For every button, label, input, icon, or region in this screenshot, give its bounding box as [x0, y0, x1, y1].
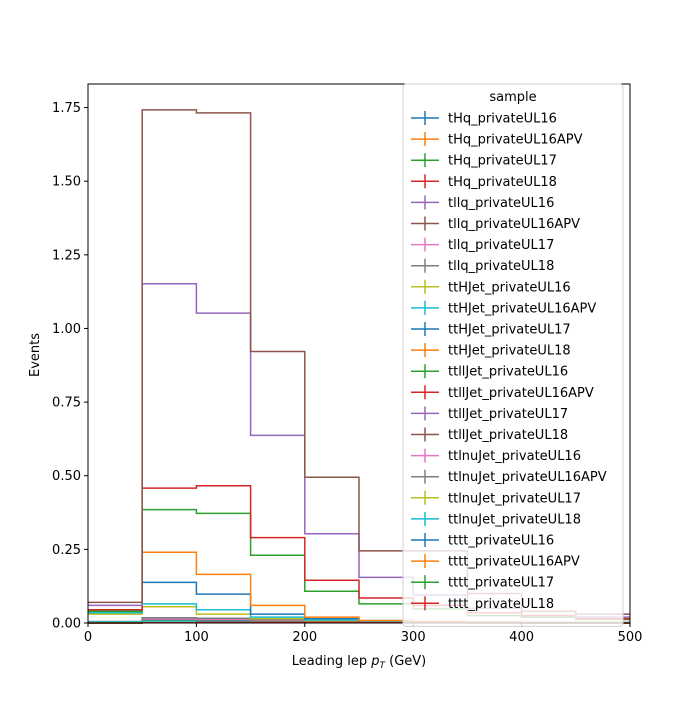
legend-box [402, 83, 624, 627]
legend-item-tllq-privateul18: tllq_privateUL18 [411, 258, 554, 274]
legend-item-ttlljet-privateul16: ttllJet_privateUL16 [411, 364, 568, 380]
legend-label: ttlnuJet_privateUL16APV [448, 470, 607, 485]
legend-label: ttllJet_privateUL18 [448, 428, 568, 443]
legend-label: tttt_privateUL17 [448, 576, 554, 591]
legend-label: tHq_privateUL17 [448, 154, 557, 169]
legend-item-ttlljet-privateul17: ttllJet_privateUL17 [411, 406, 568, 422]
y-tick-label: 0.75 [52, 396, 81, 411]
legend-item-thq-privateul16: tHq_privateUL16 [411, 111, 557, 127]
legend-label: ttllJet_privateUL17 [448, 407, 568, 422]
legend-item-thq-privateul17: tHq_privateUL17 [411, 153, 557, 169]
legend-item-tthjet-privateul17: ttHJet_privateUL17 [411, 322, 571, 338]
x-tick-label: 0 [84, 630, 92, 645]
legend-item-tllq-privateul16: tllq_privateUL16 [411, 195, 554, 211]
legend-item-tttt-privateul16apv: tttt_privateUL16APV [411, 554, 580, 570]
y-tick-label: 0.25 [52, 543, 81, 558]
legend-item-ttlljet-privateul18: ttllJet_privateUL18 [411, 427, 568, 443]
legend-item-tthjet-privateul16: ttHJet_privateUL16 [411, 279, 571, 295]
legend-item-ttlnujet-privateul18: ttlnuJet_privateUL18 [411, 511, 581, 527]
legend-item-tttt-privateul16: tttt_privateUL16 [411, 533, 554, 549]
legend-item-ttlnujet-privateul16: ttlnuJet_privateUL16 [411, 448, 581, 464]
legend-item-ttlljet-privateul16apv: ttllJet_privateUL16APV [411, 385, 594, 401]
y-tick-label: 0.50 [52, 469, 81, 484]
legend-label: tttt_privateUL16APV [448, 555, 580, 570]
legend: sample tHq_privateUL16 tHq_privateUL16APVt… [402, 83, 624, 627]
legend-label: ttHJet_privateUL16APV [448, 301, 596, 316]
legend-label: tllq_privateUL18 [448, 259, 554, 274]
y-tick-label: 1.75 [52, 101, 81, 116]
legend-label: ttllJet_privateUL16 [448, 365, 568, 380]
legend-label: tllq_privateUL16 [448, 196, 554, 211]
legend-item-tthjet-privateul16apv: ttHJet_privateUL16APV [411, 300, 596, 316]
x-tick-label: 400 [509, 630, 534, 645]
y-tick-label: 1.50 [52, 175, 81, 190]
x-tick-label: 100 [184, 630, 209, 645]
x-tick-label: 500 [618, 630, 643, 645]
legend-label: tllq_privateUL17 [448, 238, 554, 253]
legend-title: sample [489, 90, 536, 105]
legend-label: ttHJet_privateUL18 [448, 344, 571, 359]
legend-item-ttlnujet-privateul17: ttlnuJet_privateUL17 [411, 490, 581, 506]
y-tick-label: 0.00 [52, 617, 81, 632]
legend-label: tHq_privateUL16 [448, 112, 557, 127]
legend-item-thq-privateul18: tHq_privateUL18 [411, 174, 557, 190]
legend-label: ttlnuJet_privateUL18 [448, 512, 581, 527]
y-axis-label: Events [28, 333, 43, 377]
legend-item-tthjet-privateul18: ttHJet_privateUL18 [411, 343, 571, 359]
x-tick-label: 200 [292, 630, 317, 645]
legend-item-tllq-privateul17: tllq_privateUL17 [411, 237, 554, 253]
legend-item-thq-privateul16apv: tHq_privateUL16APV [411, 132, 583, 148]
legend-label: ttlnuJet_privateUL17 [448, 491, 581, 506]
legend-item-ttlnujet-privateul16apv: ttlnuJet_privateUL16APV [411, 469, 607, 485]
plot-area-frame [87, 83, 631, 624]
y-tick-label: 1.25 [52, 248, 81, 263]
y-tick-label: 1.00 [52, 322, 81, 337]
legend-label: tllq_privateUL16APV [448, 217, 580, 232]
x-axis-label: Leading lep pT (GeV) [292, 654, 426, 671]
legend-label: ttllJet_privateUL16APV [448, 386, 594, 401]
legend-item-tllq-privateul16apv: tllq_privateUL16APV [411, 216, 580, 232]
legend-label: tHq_privateUL16APV [448, 133, 583, 148]
legend-label: ttHJet_privateUL17 [448, 323, 571, 338]
legend-item-tttt-privateul17: tttt_privateUL17 [411, 575, 554, 591]
legend-label: ttHJet_privateUL16 [448, 280, 571, 295]
legend-label: tttt_privateUL18 [448, 597, 554, 612]
legend-label: ttlnuJet_privateUL16 [448, 449, 581, 464]
axes-layer: 0 100 200 300 400 500 0.00 0.25 0.50 0.75 1.00 1.25… [52, 83, 643, 645]
x-tick-label: 300 [401, 630, 426, 645]
legend-label: tHq_privateUL18 [448, 175, 557, 190]
legend-item-tttt-privateul18: tttt_privateUL18 [411, 596, 554, 612]
legend-label: tttt_privateUL16 [448, 534, 554, 549]
